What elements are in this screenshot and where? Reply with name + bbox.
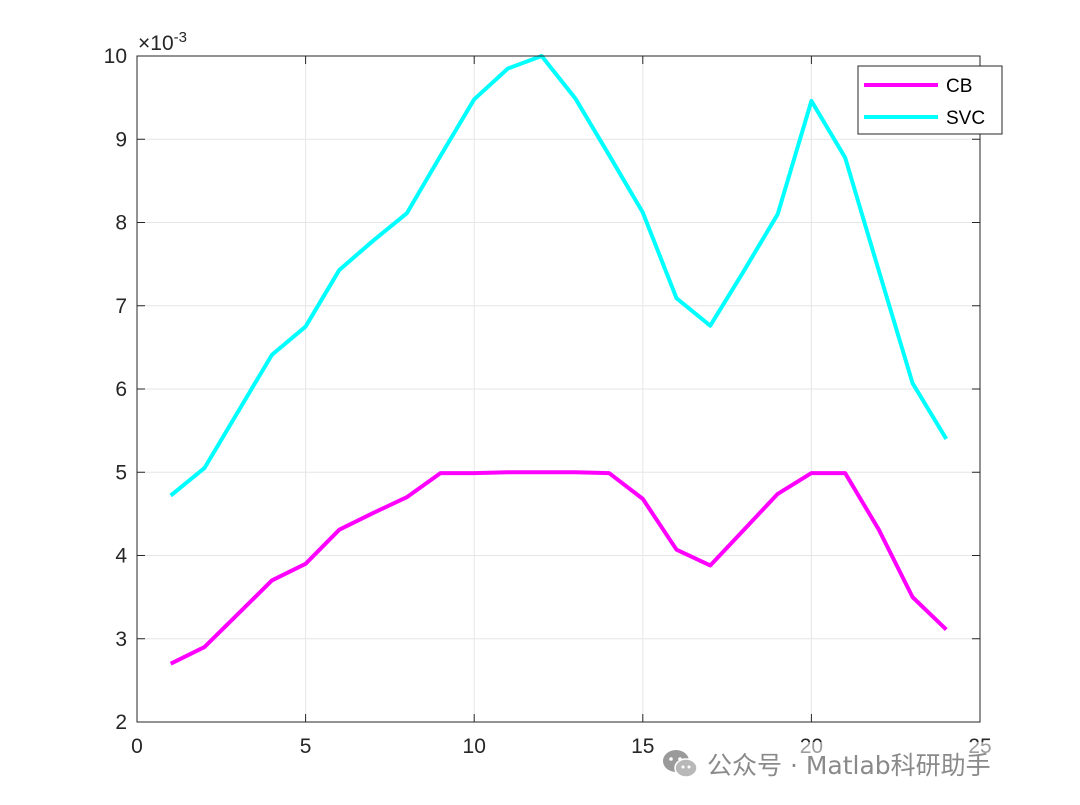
grid-lines: [136, 55, 981, 723]
legend-label-svc: SVC: [946, 108, 985, 129]
y-tick-labels: 2 3 4 5 6 7 8 9 10: [104, 45, 128, 734]
series-lines: [169, 54, 948, 666]
watermark-text: 公众号 · Matlab科研助手: [707, 751, 991, 780]
wechat-icon: [663, 750, 698, 778]
series-line-svc: [169, 54, 948, 498]
legend: CB SVC: [857, 65, 1003, 135]
y-exponent-label: ×10-3: [138, 29, 187, 55]
y-tick-label: 10: [104, 45, 127, 68]
legend-label-cb: CB: [946, 76, 972, 97]
watermark: 公众号 · Matlab科研助手: [655, 742, 997, 786]
y-tick-label: 5: [115, 461, 127, 484]
x-tick-label: 5: [300, 735, 312, 758]
x-tick-label: 0: [131, 735, 143, 758]
y-tick-label: 7: [115, 295, 127, 318]
y-tick-label: 9: [115, 128, 127, 151]
y-tick-label: 4: [115, 545, 127, 568]
y-tick-label: 6: [115, 378, 127, 401]
legend-box: [857, 65, 1003, 135]
axis-ticks: [136, 55, 981, 723]
series-line-cb: [169, 470, 948, 666]
y-tick-label: 2: [115, 711, 127, 734]
y-tick-label: 3: [115, 628, 127, 651]
x-tick-label: 10: [463, 735, 486, 758]
x-tick-label: 15: [631, 735, 654, 758]
y-tick-label: 8: [115, 212, 127, 235]
